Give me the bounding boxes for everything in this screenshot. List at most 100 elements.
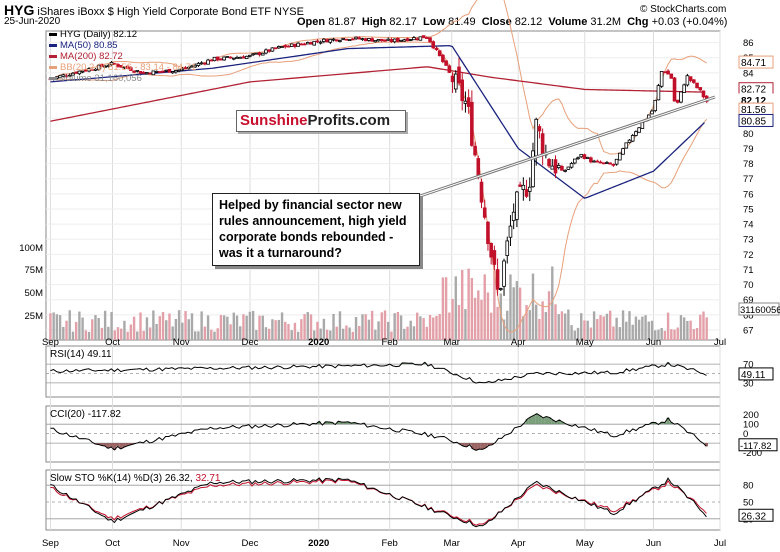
trendline [419,95,716,198]
candle-body [190,65,194,68]
volume-bar [71,331,75,340]
candle-body [286,45,291,48]
candle-body [383,39,387,42]
volume-bar [49,313,52,340]
volume-label: Volume [548,16,588,28]
volume-bar [615,317,618,340]
volume-bar [136,331,139,340]
volume-bar [377,321,380,340]
sto-tick-label: 80 [743,481,754,492]
candle-body [560,166,564,171]
volume-bar [325,329,329,340]
volume-bar [203,326,207,340]
candle-body [492,250,497,265]
volume-bar [242,314,245,340]
volume-bar [628,311,631,340]
candle-body [682,84,686,93]
volume-bar [608,310,612,340]
volume-bar [631,324,634,340]
volume-bar [171,326,174,340]
volume-bar [358,325,361,340]
candle-body [679,91,683,103]
price-tick-label: 71 [743,265,754,276]
volume-bar [126,331,129,340]
volume-bar [570,325,573,340]
bb-upper-line [50,0,707,155]
volume-bar [168,313,171,340]
volume-value: 31.2M [590,16,621,28]
candle-body [58,75,62,79]
volume-bar [229,324,232,340]
chart-title: HYG iShares iBoxx $ High Yield Corporate… [4,2,304,18]
candle-body [148,72,152,75]
bb-lower-line [50,41,708,333]
rsi-value-box [738,367,774,381]
candle-body [376,39,381,42]
cci-tick-label: -200 [743,448,762,459]
candle-body [125,65,130,69]
volume-bar [412,326,416,340]
volume-bar [139,312,142,340]
volume-bar [695,328,699,340]
price-tick-label: 72 [743,250,754,261]
candle-body [370,38,374,42]
candle-body [659,71,664,87]
month-label-bottom: Sep [42,538,59,549]
sto-tick-label: 50 [743,498,754,509]
volume-bar [81,317,84,340]
month-label-top: Oct [105,337,120,348]
legend-label: MA(50) 80.85 [60,40,118,51]
price-tick-label: 67 [743,326,754,337]
candle-body [74,71,78,74]
volume-bar [686,321,689,340]
volume-bar [573,330,577,340]
volume-bar [55,314,59,340]
axis-text: Sep Sep Oct Oct Nov Nov Dec Dec 2020 2020 Feb Feb Ma… [19,29,780,549]
volume-bar [354,317,358,340]
candle-body [692,79,696,83]
volume-bar [62,326,65,340]
candle-body [405,38,410,42]
legend-swatch [49,55,57,58]
low-value: 81.49 [448,16,476,28]
volume-bar [673,329,676,340]
candle-body [634,131,638,136]
volume-bar [647,321,650,340]
month-label-top: Jul [714,337,726,348]
month-label-bottom: 2020 [308,538,329,549]
volume-bar [184,311,187,340]
volume-bar [428,314,432,340]
volume-bar [103,310,107,340]
candle-body [318,41,323,44]
rsi-tick-label: 70 [743,360,754,371]
volume-bar [596,319,599,340]
volume-bar [267,328,271,340]
candle-body [457,66,461,84]
candle-body [141,72,146,74]
candle-body [138,71,143,74]
candle-body [367,38,371,41]
volume-bar [567,309,570,340]
candle-body [344,38,349,41]
volume-bar [679,315,683,340]
volume-bar [309,314,313,340]
volume-bar [444,277,448,340]
close-value-label: 82.12 [741,96,766,107]
candle-body [357,37,362,40]
brand-part1: Sunshine [240,112,308,129]
volume-bar [467,268,470,340]
rsi-line [50,361,707,384]
candle-body [71,72,75,76]
candle-body [515,191,519,220]
month-label-top: Apr [511,337,526,348]
volume-bar [97,318,100,340]
volume-tick-label: 25M [25,311,44,322]
price-tick-label: 78 [743,159,754,170]
candle-body [199,62,204,65]
candle-body [164,69,169,72]
volume-bar [187,319,190,340]
volume-bar [592,311,596,340]
candle-body [527,186,532,192]
candle-body [174,70,178,73]
volume-bar [58,315,62,340]
